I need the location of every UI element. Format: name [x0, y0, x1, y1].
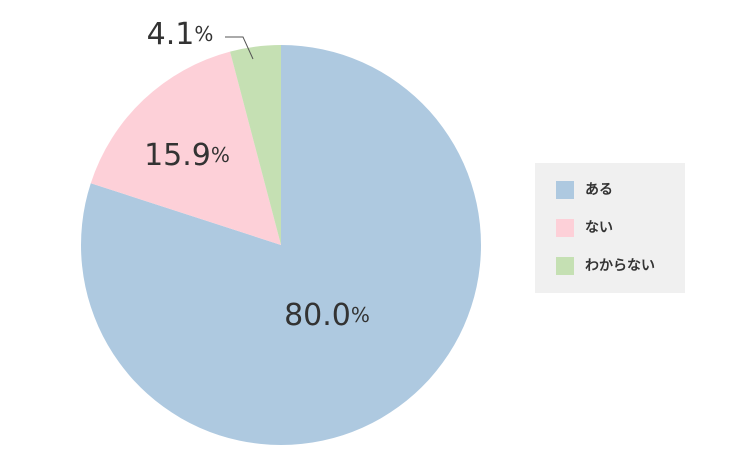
pie-slice — [90, 51, 281, 245]
leader-line — [225, 36, 254, 60]
legend-swatch — [556, 257, 574, 275]
value-label: 4.1% — [147, 17, 214, 52]
value-label: 80.0% — [284, 298, 370, 333]
pie-slice — [81, 45, 482, 446]
legend-label: ない — [585, 220, 613, 236]
value-label: 15.9% — [144, 138, 230, 173]
legend-swatch — [556, 181, 574, 199]
legend-swatch — [556, 219, 574, 237]
legend-label: ある — [585, 182, 613, 198]
pie-slice — [230, 45, 281, 245]
legend-label: わからない — [585, 258, 655, 274]
